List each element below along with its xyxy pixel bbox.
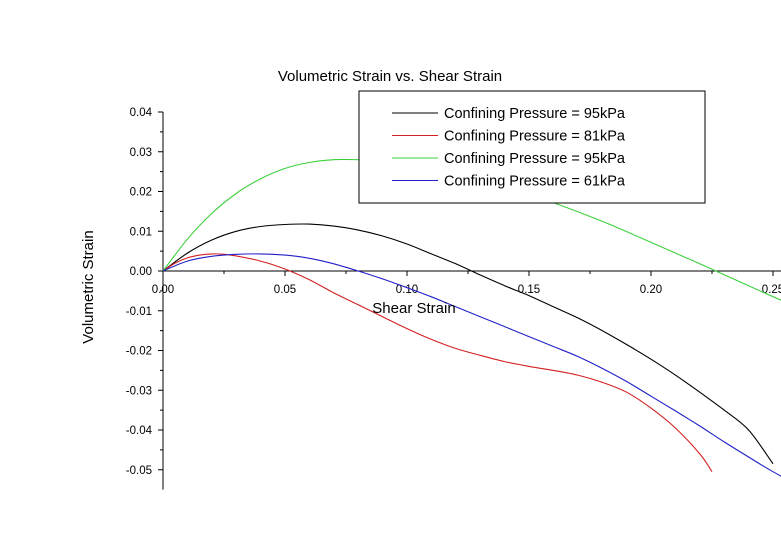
x-axis-label: Shear Strain bbox=[372, 300, 455, 317]
legend-label-3: Confining Pressure = 95kPa bbox=[444, 151, 626, 167]
series-line-2 bbox=[162, 253, 713, 473]
legend-label-2: Confining Pressure = 81kPa bbox=[444, 129, 626, 145]
series-layer bbox=[162, 158, 781, 477]
y-tick-label: 0.03 bbox=[130, 147, 152, 159]
legend-label-4: Confining Pressure = 61kPa bbox=[444, 174, 626, 190]
y-tick-label: -0.03 bbox=[126, 385, 152, 397]
y-tick-label: -0.04 bbox=[126, 425, 153, 437]
series-line-4 bbox=[162, 253, 781, 477]
legend: Confining Pressure = 95kPa Confining Pres… bbox=[358, 90, 706, 204]
chart-title: Volumetric Strain vs. Shear Strain bbox=[278, 68, 502, 85]
y-tick-label: 0.04 bbox=[130, 107, 153, 119]
legend-label-1: Confining Pressure = 95kPa bbox=[444, 106, 626, 122]
x-tick-label: 0.10 bbox=[396, 284, 418, 296]
series-line-1 bbox=[162, 223, 774, 465]
x-tick-label: 0.00 bbox=[152, 284, 174, 296]
x-tick-label: 0.25 bbox=[762, 284, 781, 296]
axes: 0.000.050.100.150.200.250.300.350.040.03… bbox=[126, 107, 781, 490]
y-axis-label: Volumetric Strain bbox=[80, 230, 97, 343]
y-tick-label: 0.02 bbox=[130, 187, 152, 199]
x-tick-label: 0.15 bbox=[518, 284, 540, 296]
x-tick-label: 0.05 bbox=[274, 284, 296, 296]
y-tick-label: 0.01 bbox=[130, 226, 152, 238]
y-tick-label: -0.02 bbox=[126, 346, 152, 358]
legend-box bbox=[358, 90, 706, 204]
y-tick-label: 0.00 bbox=[130, 266, 152, 278]
x-tick-label: 0.20 bbox=[640, 284, 662, 296]
y-tick-label: -0.01 bbox=[126, 306, 152, 318]
y-tick-label: -0.05 bbox=[126, 465, 152, 477]
